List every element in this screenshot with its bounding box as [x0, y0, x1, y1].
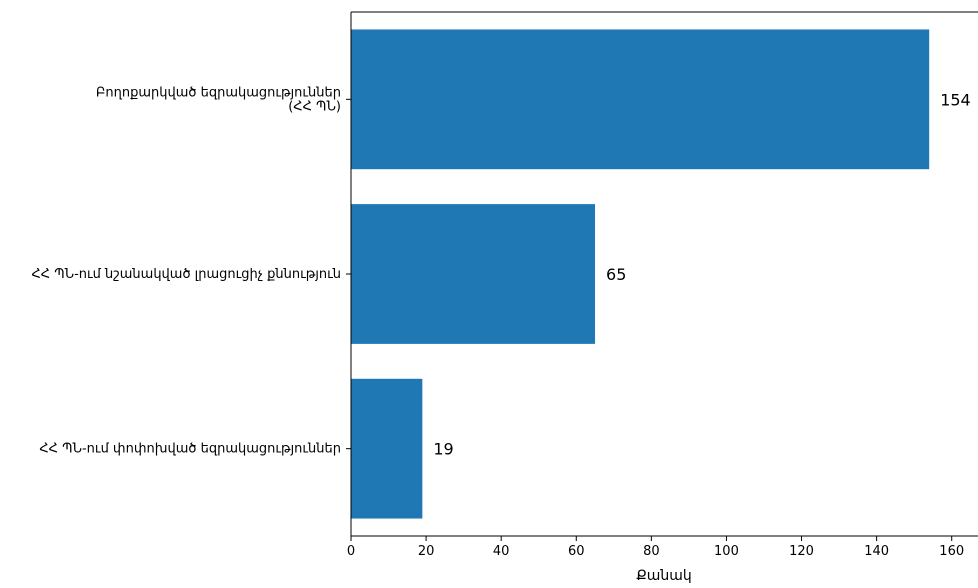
data-label-0: 154 [940, 90, 971, 109]
x-tick-label-120: 120 [789, 544, 814, 559]
bar-0 [351, 29, 929, 169]
x-tick-label-140: 140 [864, 544, 889, 559]
x-tick-label-0: 0 [347, 544, 355, 559]
x-tick-label-60: 60 [568, 544, 585, 559]
x-axis-title: Քանակ [636, 568, 692, 583]
bar-1 [351, 204, 595, 344]
x-tick-label-160: 160 [939, 544, 964, 559]
data-label-2: 19 [433, 440, 453, 459]
x-tick-label-40: 40 [493, 544, 510, 559]
category-label-1: ՀՀ ՊՆ-ում նշանակված լրացուցիչ քննություն [31, 267, 341, 282]
x-tick-label-100: 100 [714, 544, 739, 559]
x-tick-label-20: 20 [418, 544, 435, 559]
plot-area: Բողոքարկված եզրակացություններ (ՀՀ ՊՆ) 154 Հ… [31, 12, 978, 559]
bar-2 [351, 379, 422, 519]
category-label-0: Բողոքարկված եզրակացություններ (ՀՀ ՊՆ) [96, 85, 341, 114]
x-tick-label-80: 80 [643, 544, 660, 559]
category-label-2: ՀՀ ՊՆ-ում փոփոխված եզրակացություններ [39, 442, 341, 457]
data-label-1: 65 [606, 265, 626, 284]
